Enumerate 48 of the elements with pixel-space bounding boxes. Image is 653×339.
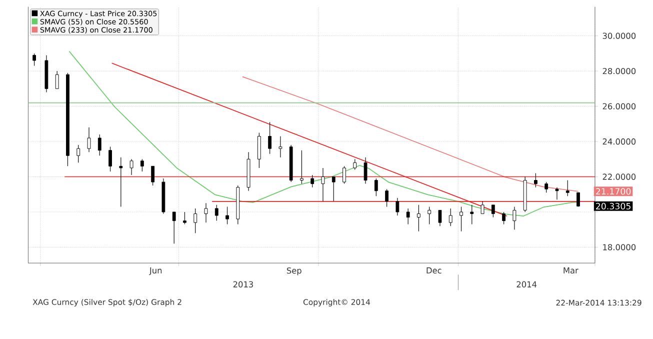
x-tick-label: Jun bbox=[149, 268, 162, 276]
candlestick bbox=[204, 203, 208, 224]
candlestick bbox=[534, 173, 538, 188]
x-tick-label: Mar bbox=[564, 268, 578, 274]
annotation: 21.1700 bbox=[596, 188, 631, 195]
candlestick bbox=[246, 152, 250, 192]
text: 2013 bbox=[233, 281, 253, 288]
candlestick bbox=[512, 206, 516, 230]
y-tick-label: 24.0000 bbox=[602, 138, 636, 145]
y-tick-label: 26.0000 bbox=[602, 103, 636, 110]
candlestick bbox=[428, 206, 432, 225]
candlestick bbox=[332, 176, 336, 202]
candlestick bbox=[438, 210, 442, 227]
candlestick bbox=[566, 180, 570, 197]
candlestick bbox=[162, 178, 166, 214]
candlestick bbox=[226, 206, 229, 225]
candlestick bbox=[278, 136, 282, 158]
candlestick bbox=[555, 187, 559, 200]
candlestick bbox=[119, 157, 123, 208]
candlestick bbox=[460, 206, 463, 232]
candlestick bbox=[300, 150, 304, 184]
y-tick-label: 22.0000 bbox=[602, 174, 636, 180]
candlestick bbox=[257, 132, 261, 168]
line-series bbox=[242, 76, 579, 192]
candlestick bbox=[194, 208, 198, 234]
y-tick-label: 28.0000 bbox=[602, 68, 636, 74]
x-tick-label: Sep bbox=[286, 268, 302, 276]
y-tick-label: 30.0000 bbox=[602, 32, 636, 40]
candlestick bbox=[406, 208, 410, 225]
annotation: 20.3305 bbox=[596, 203, 630, 210]
y-tick-label: 18.0000 bbox=[603, 244, 636, 251]
candlestick bbox=[87, 127, 91, 153]
candlestick bbox=[470, 204, 474, 225]
candlestick bbox=[44, 55, 48, 93]
candlestick bbox=[480, 201, 484, 214]
candlestick bbox=[172, 212, 176, 244]
text: 2014 bbox=[516, 281, 537, 288]
candlestick bbox=[396, 198, 400, 216]
candlestick bbox=[183, 212, 186, 225]
candlestick bbox=[268, 122, 272, 154]
candlestick bbox=[321, 168, 325, 202]
candlestick bbox=[417, 204, 420, 232]
candlestick bbox=[448, 208, 452, 227]
candlestick bbox=[130, 159, 134, 176]
candlestick bbox=[76, 145, 80, 164]
candlestick bbox=[364, 157, 368, 184]
candlestick bbox=[66, 72, 70, 167]
x-tick-label: Dec bbox=[426, 268, 442, 274]
